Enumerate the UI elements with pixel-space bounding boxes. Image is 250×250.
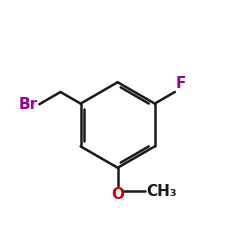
Text: F: F — [176, 76, 186, 91]
Text: O: O — [111, 187, 124, 202]
Text: Br: Br — [18, 97, 38, 112]
Text: CH₃: CH₃ — [146, 184, 177, 199]
